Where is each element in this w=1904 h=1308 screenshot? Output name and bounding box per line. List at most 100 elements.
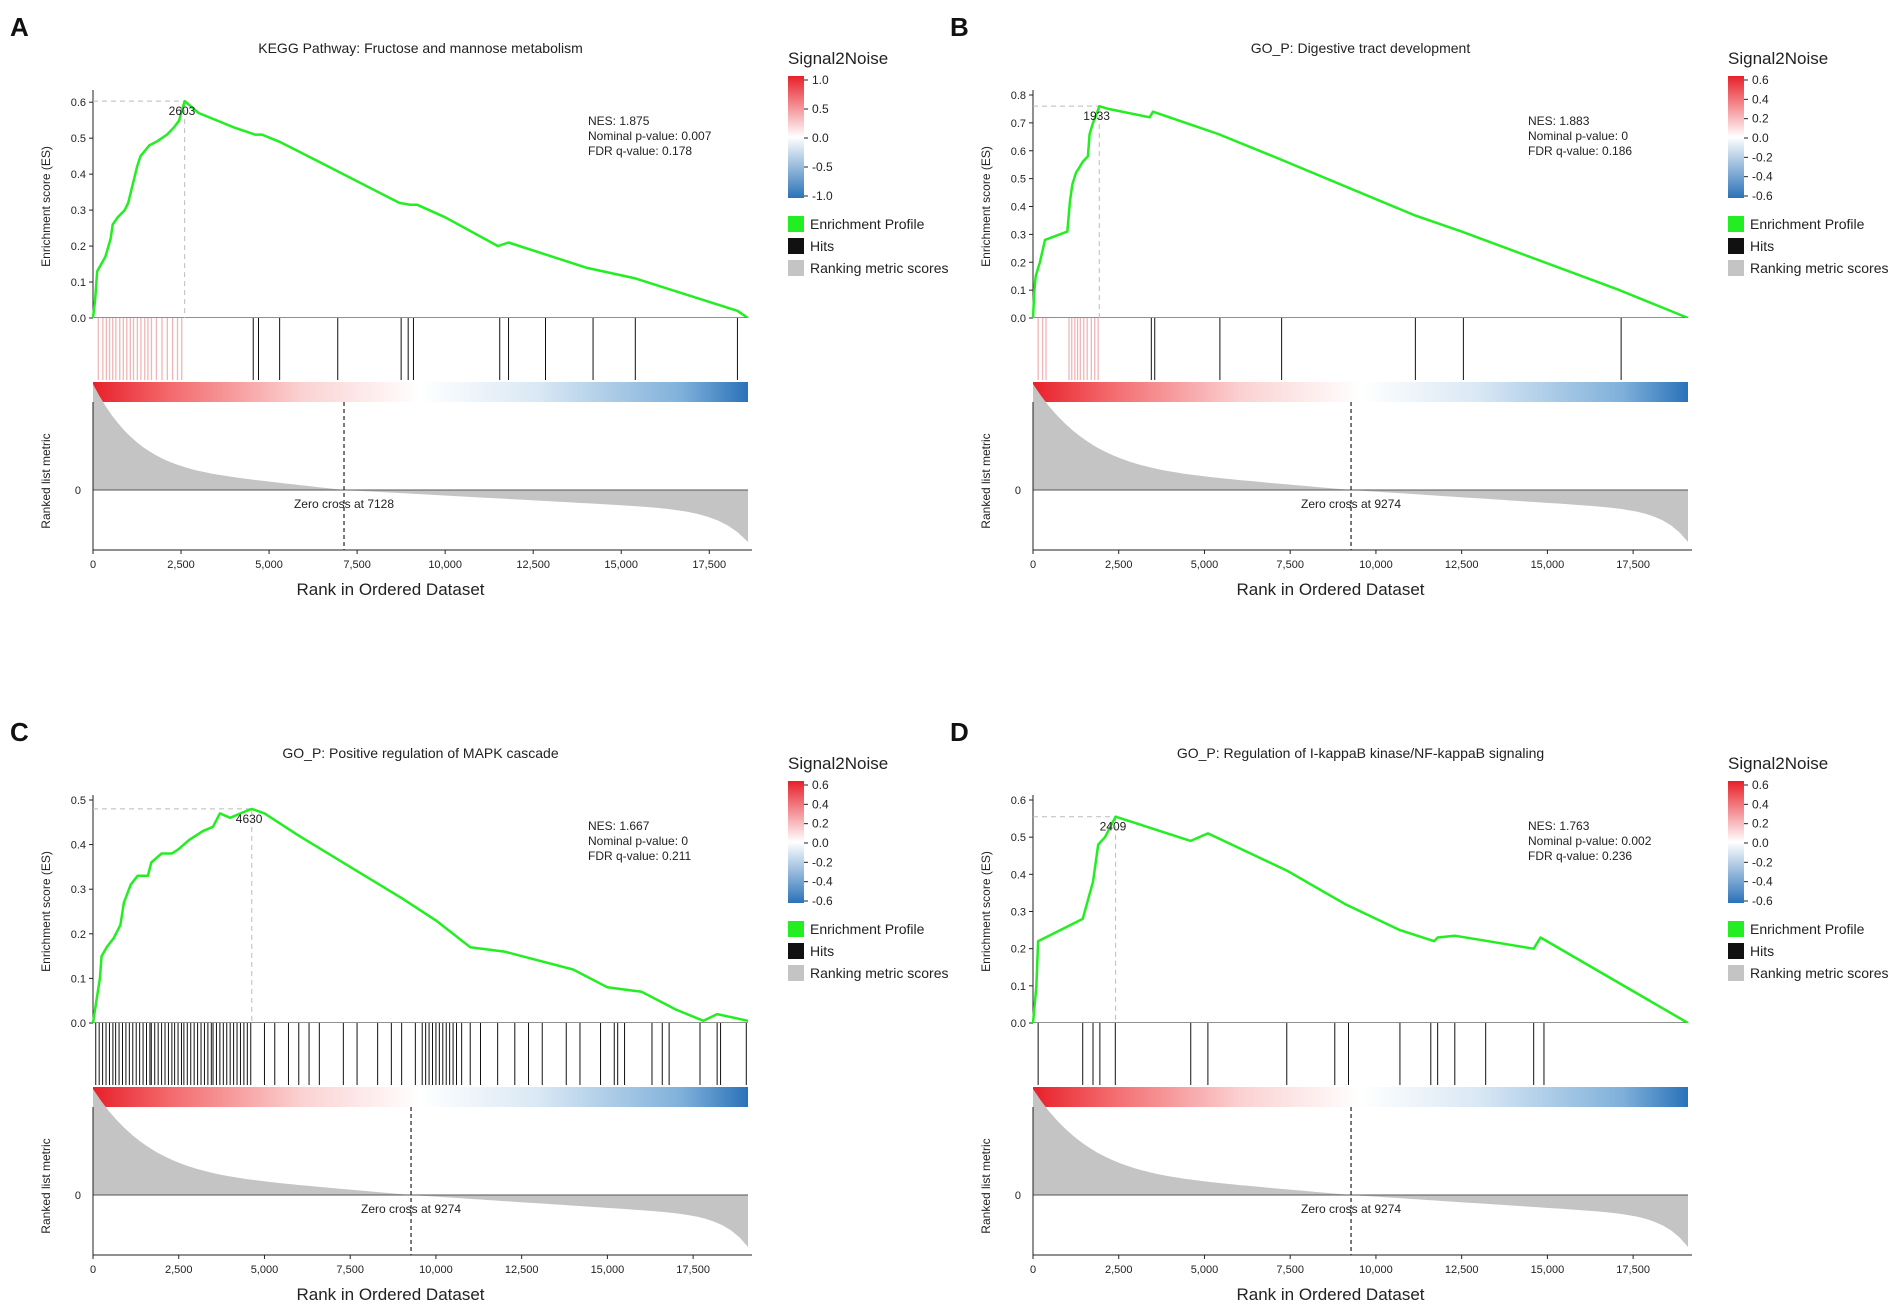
rank-zero-label: 0 (75, 485, 81, 497)
stat-line: FDR q-value: 0.178 (588, 144, 692, 158)
x-tick-label: 2,500 (165, 1264, 193, 1276)
legend-scale-label: 0.4 (812, 797, 829, 811)
legend-entry-label: Enrichment Profile (1750, 216, 1865, 232)
y-tick-label: 0.4 (71, 169, 86, 181)
legend-entry-label: Ranking metric scores (810, 965, 949, 981)
stat-line: Nominal p-value: 0 (588, 834, 688, 848)
panel-c: C GO_P: Positive regulation of MAPK casca… (10, 717, 949, 1304)
stat-line: NES: 1.667 (588, 819, 650, 833)
legend-entry-label: Hits (1750, 238, 1774, 254)
x-tick-label: 15,000 (591, 1264, 625, 1276)
y-tick-label: 0.3 (1011, 907, 1026, 919)
enrichment-profile-line (1031, 815, 1689, 1025)
legend-scale-label: -0.4 (1752, 170, 1773, 184)
x-tick-label: 10,000 (419, 1264, 453, 1276)
x-tick-label: 10,000 (1359, 1264, 1393, 1276)
zero-cross-label: Zero cross at 9274 (1301, 497, 1401, 511)
y-tick-label: 0.5 (71, 133, 86, 145)
x-tick-label: 2,500 (167, 559, 195, 571)
legend-scale-label: 0.2 (812, 817, 829, 831)
y-tick-label: 0.0 (71, 313, 86, 325)
legend-title: Signal2Noise (788, 754, 888, 773)
y-tick-label: 0.4 (71, 840, 86, 852)
legend-scale-label: 0.6 (1752, 778, 1769, 792)
y-tick-label: 0.3 (71, 884, 86, 896)
panel-a: A KEGG Pathway: Fructose and mannose meta… (10, 12, 949, 599)
y-tick-label: 0.1 (71, 277, 86, 289)
ranking-metric-area (1033, 384, 1688, 542)
chart-title: KEGG Pathway: Fructose and mannose metab… (258, 40, 582, 56)
x-tick-label: 5,000 (255, 559, 283, 571)
legend-color-scale (1728, 781, 1744, 903)
legend-scale-label: 0.0 (812, 836, 829, 850)
enrichment-profile-swatch (788, 216, 804, 232)
x-tick-label: 0 (1030, 1264, 1036, 1276)
y-tick-label: 0.5 (1011, 832, 1026, 844)
rank-y-label: Ranked list metric (39, 433, 53, 528)
legend-scale-label: 0.6 (1752, 73, 1769, 87)
ranking-metric-area (93, 1089, 748, 1247)
ranking-metric-swatch (1728, 260, 1744, 276)
x-tick-label: 15,000 (1531, 1264, 1565, 1276)
es-y-label: Enrichment score (ES) (979, 851, 993, 972)
legend-color-scale (788, 76, 804, 198)
ranking-metric-swatch (788, 965, 804, 981)
y-tick-label: 0.3 (1011, 229, 1026, 241)
legend-scale-label: -0.5 (812, 160, 833, 174)
y-tick-label: 0.1 (1011, 981, 1026, 993)
legend-color-scale (788, 781, 804, 903)
legend-scale-label: 0.0 (1752, 131, 1769, 145)
rank-color-bar (1033, 1087, 1688, 1107)
x-axis-label: Rank in Ordered Dataset (296, 580, 484, 599)
stat-line: NES: 1.763 (1528, 819, 1590, 833)
x-tick-label: 10,000 (1359, 559, 1393, 571)
panel-b: B GO_P: Digestive tract development 0.0 0.1… (950, 12, 1889, 599)
panel-d: D GO_P: Regulation of I-kappaB kinase/NF-… (950, 717, 1889, 1304)
ranking-metric-area (93, 384, 748, 542)
y-tick-label: 0.1 (1011, 285, 1026, 297)
hits-swatch (1728, 943, 1744, 959)
x-tick-label: 0 (1030, 559, 1036, 571)
y-tick-label: 0.8 (1011, 90, 1026, 102)
zero-cross-label: Zero cross at 9274 (361, 1202, 461, 1216)
y-tick-label: 0.2 (71, 929, 86, 941)
x-tick-label: 2,500 (1105, 1264, 1133, 1276)
x-tick-label: 17,500 (1616, 559, 1650, 571)
x-tick-label: 10,000 (428, 559, 462, 571)
legend-scale-label: -0.6 (812, 894, 833, 908)
legend-entry-label: Enrichment Profile (810, 216, 925, 232)
panel-label: D (950, 717, 969, 747)
x-axis-label: Rank in Ordered Dataset (1236, 1285, 1424, 1304)
ranking-metric-swatch (788, 260, 804, 276)
legend-title: Signal2Noise (788, 49, 888, 68)
peak-label: 1933 (1083, 109, 1110, 123)
legend-entry-label: Ranking metric scores (1750, 260, 1889, 276)
x-tick-label: 7,500 (1276, 1264, 1304, 1276)
legend-scale-label: 0.0 (1752, 836, 1769, 850)
x-axis-label: Rank in Ordered Dataset (1236, 580, 1424, 599)
stat-line: Nominal p-value: 0.002 (1528, 834, 1652, 848)
x-tick-label: 7,500 (336, 1264, 364, 1276)
panel-label: B (950, 12, 969, 42)
y-tick-label: 0.2 (1011, 944, 1026, 956)
hits-panel (93, 1023, 748, 1085)
legend-entry-label: Hits (810, 238, 834, 254)
enrichment-profile-line (1031, 104, 1689, 320)
legend-scale-label: 0.6 (812, 778, 829, 792)
legend-scale-label: 0.0 (812, 131, 829, 145)
legend-scale-label: 0.4 (1752, 92, 1769, 106)
legend-scale-label: 1.0 (812, 73, 829, 87)
hits-swatch (1728, 238, 1744, 254)
legend-scale-label: 0.2 (1752, 112, 1769, 126)
y-tick-label: 0.6 (1011, 795, 1026, 807)
y-tick-label: 0.3 (71, 205, 86, 217)
x-tick-label: 15,000 (604, 559, 638, 571)
legend-scale-label: 0.5 (812, 102, 829, 116)
peak-label: 4630 (236, 812, 263, 826)
legend-scale-label: -0.4 (812, 875, 833, 889)
zero-cross-label: Zero cross at 9274 (1301, 1202, 1401, 1216)
hits-swatch (788, 943, 804, 959)
ranking-metric-swatch (1728, 965, 1744, 981)
stat-line: Nominal p-value: 0.007 (588, 129, 712, 143)
hits-swatch (788, 238, 804, 254)
